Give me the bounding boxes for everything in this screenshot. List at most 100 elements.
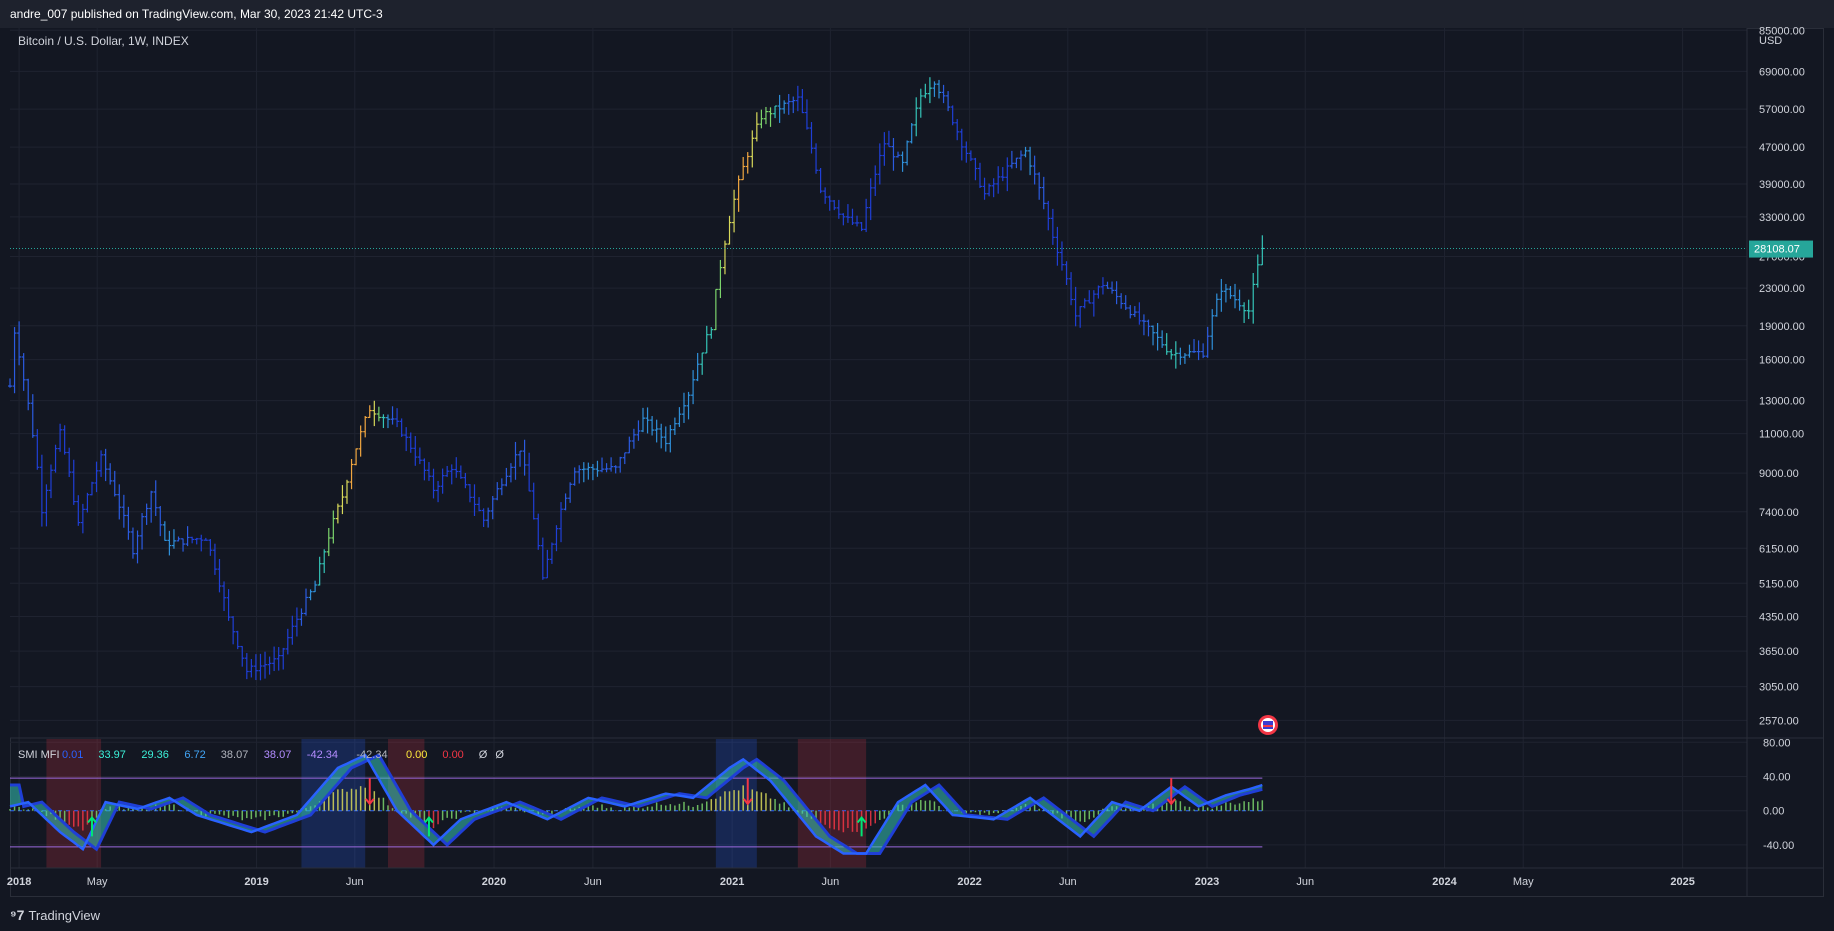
price-bar <box>773 105 778 119</box>
price-bar <box>1137 302 1142 325</box>
price-bar <box>1260 235 1265 266</box>
price-bar <box>1078 306 1083 328</box>
price-bar <box>463 472 468 489</box>
price-bar <box>604 463 609 473</box>
footer-bar <box>0 897 1834 931</box>
price-bar <box>1164 333 1169 355</box>
price-bar <box>212 543 217 575</box>
price-bar <box>1059 241 1064 271</box>
time-tick-label: Jun <box>1059 876 1077 888</box>
price-bar <box>304 588 309 616</box>
price-tick-label: 5150.00 <box>1759 578 1799 590</box>
price-bar <box>905 140 910 166</box>
price-tick-label: 47000.00 <box>1759 142 1805 154</box>
price-bar <box>263 651 268 679</box>
price-bar <box>741 156 746 181</box>
price-bar <box>722 240 727 275</box>
price-bar <box>1005 157 1010 192</box>
price-bar <box>681 392 686 423</box>
price-bar <box>89 481 94 496</box>
price-bar <box>750 130 755 168</box>
price-bar <box>1182 353 1187 364</box>
price-bar <box>372 400 377 427</box>
indicator-legend-value: 0.00 <box>442 749 463 761</box>
price-bar <box>472 484 477 516</box>
price-bar <box>932 81 937 97</box>
tradingview-logo[interactable]: ⁹7 TradingView <box>10 907 100 923</box>
price-bar <box>381 414 386 429</box>
price-bar <box>112 470 117 497</box>
price-tick-label: 85000.00 <box>1759 25 1805 37</box>
price-bar <box>554 525 559 552</box>
price-bar <box>996 166 1001 194</box>
price-bar <box>35 429 40 470</box>
price-bar <box>1018 150 1023 171</box>
indicator-legend-value: 33.97 <box>98 749 126 761</box>
price-bar <box>354 448 359 466</box>
price-bar <box>477 497 482 512</box>
indicator-tick-label: 0.00 <box>1763 806 1784 818</box>
price-tick-label: 2570.00 <box>1759 715 1799 727</box>
price-bar <box>317 556 322 586</box>
indicator-legend-value: 29.36 <box>141 749 169 761</box>
time-tick-label: 2024 <box>1432 876 1457 888</box>
signal-arrow-up-icon <box>856 815 867 837</box>
price-bar <box>67 447 72 478</box>
smi-fast-line <box>9 753 1263 855</box>
axes[interactable]: 85000.00 69000.00 57000.00 47000.00 39000.00… <box>7 25 1805 888</box>
price-bar <box>126 506 131 540</box>
time-tick-label: May <box>87 876 108 888</box>
price-bar <box>964 141 969 163</box>
price-bar <box>668 424 673 453</box>
price-bar <box>222 581 227 612</box>
price-bar <box>299 608 304 626</box>
price-tick-label: 69000.00 <box>1759 66 1805 78</box>
indicator-legend-value: Ø <box>495 749 504 761</box>
time-tick-label: Jun <box>346 876 364 888</box>
price-bar <box>987 183 992 197</box>
price-pane-bg <box>10 28 1747 738</box>
price-bar <box>94 461 99 493</box>
price-bar <box>1141 314 1146 336</box>
smi-ribbon-fill <box>10 755 1263 854</box>
price-bar <box>240 645 245 667</box>
indicator-legend-value: -42.34 <box>356 749 387 761</box>
price-bar <box>335 503 340 524</box>
price-bar <box>677 407 682 427</box>
price-bar <box>495 482 500 501</box>
price-bar <box>322 549 327 574</box>
price-bar <box>1223 283 1228 303</box>
price-bar <box>868 178 873 221</box>
indicator-legend-value: 0.00 <box>406 749 427 761</box>
price-bar <box>1151 325 1156 346</box>
price-bar <box>946 91 951 112</box>
tradingview-logo-icon: ⁹7 <box>10 907 25 923</box>
price-bar <box>235 630 240 650</box>
price-bar <box>1205 326 1210 358</box>
price-bar <box>276 647 281 671</box>
price-bar <box>1050 208 1055 245</box>
chart-canvas[interactable]: 85000.00 69000.00 57000.00 47000.00 39000.00… <box>0 0 1834 897</box>
price-bar <box>891 137 896 171</box>
price-bar <box>21 353 26 391</box>
price-bar <box>130 527 135 559</box>
price-bar <box>1251 272 1256 324</box>
economic-event-flag[interactable] <box>1258 715 1278 735</box>
price-bar <box>17 321 22 366</box>
price-bar <box>909 123 914 144</box>
price-bar <box>581 462 586 483</box>
price-bar <box>713 288 718 331</box>
price-bar <box>914 97 919 137</box>
price-bar <box>167 530 172 556</box>
price-bar <box>344 479 349 504</box>
signal-arrow-down-icon <box>742 778 753 806</box>
price-bar <box>959 128 964 161</box>
price-bar <box>1037 172 1042 200</box>
price-bar <box>1123 295 1128 310</box>
price-bar <box>622 452 627 465</box>
time-tick-label: 2023 <box>1195 876 1219 888</box>
price-tick-label: 23000.00 <box>1759 283 1805 295</box>
price-tick-label: 19000.00 <box>1759 321 1805 333</box>
indicator-legend[interactable]: SMI MFI 0.01 33.97 29.36 6.72 38.07 38.07 -42.… <box>18 749 504 761</box>
price-bar <box>499 478 504 496</box>
